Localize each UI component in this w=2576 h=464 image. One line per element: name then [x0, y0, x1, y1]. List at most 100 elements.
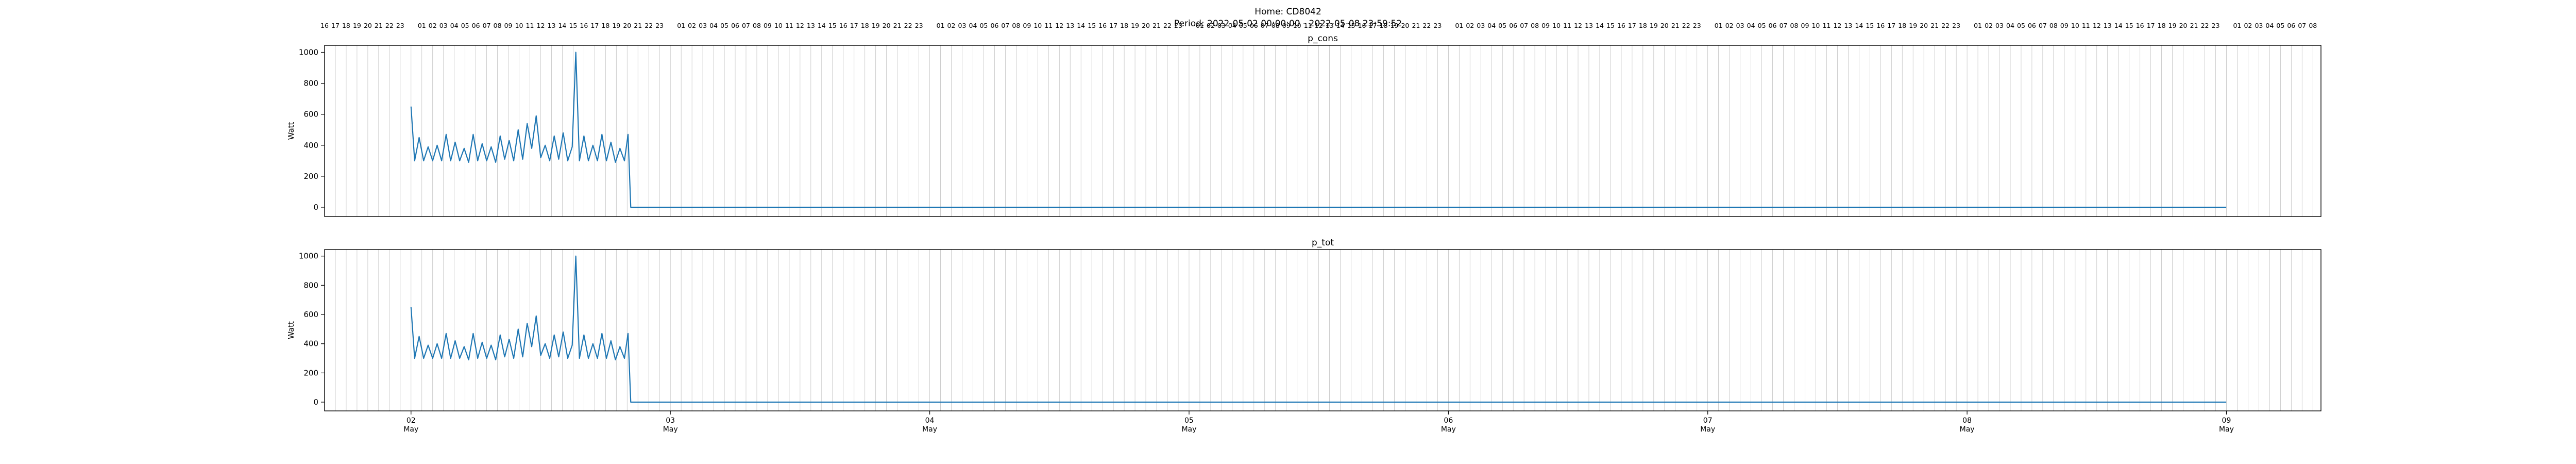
hour-tick-label: 18: [1639, 22, 1647, 29]
hour-tick-label: 03: [1217, 22, 1226, 29]
hour-tick-label: 01: [937, 22, 945, 29]
hour-tick-label: 08: [2049, 22, 2058, 29]
hour-tick-label: 19: [1909, 22, 1917, 29]
hour-tick-label: 10: [774, 22, 783, 29]
x-tick-day-label: 09: [2222, 417, 2231, 425]
hour-tick-label: 13: [2104, 22, 2112, 29]
p-cons-series-line: [410, 52, 2227, 208]
hour-tick-label: 03: [2255, 22, 2263, 29]
hour-tick-label: 22: [1422, 22, 1431, 29]
hour-tick-label: 09: [2060, 22, 2069, 29]
hour-tick-label: 02: [429, 22, 437, 29]
hour-tick-label: 06: [1509, 22, 1517, 29]
p-tot-chart-title: p_tot: [1312, 238, 1334, 248]
hour-tick-label: 02: [1207, 22, 1215, 29]
hour-tick-label: 07: [2039, 22, 2047, 29]
y-tick-label: 200: [303, 368, 318, 377]
hour-tick-label: 14: [818, 22, 826, 29]
hour-tick-label: 21: [2190, 22, 2198, 29]
hour-tick-label: 16: [2136, 22, 2144, 29]
hour-tick-label: 23: [655, 22, 664, 29]
hour-tick-label: 11: [1563, 22, 1571, 29]
hour-tick-label: 16: [320, 22, 329, 29]
hour-tick-label: 14: [2114, 22, 2123, 29]
hour-tick-label: 01: [1715, 22, 1723, 29]
hour-tick-label: 18: [342, 22, 350, 29]
hour-tick-label: 12: [537, 22, 545, 29]
hour-tick-label: 06: [2028, 22, 2036, 29]
hour-tick-label: 16: [1358, 22, 1366, 29]
hour-tick-label: 17: [1628, 22, 1636, 29]
hour-tick-label: 05: [461, 22, 469, 29]
hour-tick-label: 13: [1585, 22, 1593, 29]
hour-tick-label: 22: [385, 22, 394, 29]
x-tick-day-label: 03: [666, 417, 675, 425]
hour-tick-label: 04: [450, 22, 459, 29]
hour-tick-label: 19: [612, 22, 620, 29]
hour-tick-label: 20: [623, 22, 631, 29]
hour-tick-label: 15: [828, 22, 837, 29]
x-tick-day-label: 08: [1962, 417, 1972, 425]
y-tick-label: 200: [303, 172, 318, 181]
x-tick-day-label: 04: [925, 417, 935, 425]
hour-tick-label: 08: [1272, 22, 1280, 29]
hour-tick-label: 11: [785, 22, 793, 29]
hour-tick-label: 21: [1671, 22, 1680, 29]
p-cons-hour-gridlines: [324, 45, 2313, 217]
hour-tick-label: 01: [418, 22, 426, 29]
hour-tick-label: 05: [1239, 22, 1247, 29]
hour-tick-label: 06: [731, 22, 739, 29]
hour-tick-label: 12: [1055, 22, 1063, 29]
hour-tick-label: 23: [915, 22, 923, 29]
hour-tick-label: 19: [2168, 22, 2177, 29]
y-tick-label: 1000: [299, 252, 318, 261]
hour-tick-label: 14: [558, 22, 566, 29]
hour-tick-label: 19: [1131, 22, 1139, 29]
hour-tick-label: 22: [1941, 22, 1950, 29]
hour-tick-label: 13: [807, 22, 815, 29]
hour-tick-label: 18: [1120, 22, 1128, 29]
hour-tick-label: 22: [1682, 22, 1690, 29]
hour-tick-label: 14: [1596, 22, 1604, 29]
hour-tick-label: 20: [2179, 22, 2188, 29]
x-tick-month-label: May: [1181, 425, 1196, 434]
hour-tick-label: 01: [1974, 22, 1982, 29]
hour-tick-label: 23: [1174, 22, 1182, 29]
hour-tick-label: 13: [1326, 22, 1334, 29]
hour-tick-label: 10: [1811, 22, 1820, 29]
hour-tick-label: 05: [979, 22, 988, 29]
hour-tick-label: 07: [1261, 22, 1269, 29]
hour-tick-label: 15: [1088, 22, 1096, 29]
hour-tick-label: 09: [1282, 22, 1291, 29]
hour-tick-label: 07: [2298, 22, 2306, 29]
hour-tick-label: 08: [1012, 22, 1020, 29]
hour-tick-label: 23: [1693, 22, 1701, 29]
hour-tick-label: 03: [439, 22, 448, 29]
hour-tick-label: 08: [494, 22, 502, 29]
hour-tick-label: 22: [645, 22, 653, 29]
hour-tick-label: 15: [1347, 22, 1355, 29]
hour-tick-label: 04: [1747, 22, 1755, 29]
hour-tick-label: 20: [1142, 22, 1150, 29]
hour-tick-label: 13: [1844, 22, 1852, 29]
p-tot-y-axis: 0 200 400 600 800 1000: [299, 252, 325, 407]
hour-tick-label: 09: [1801, 22, 1809, 29]
hour-tick-label: 06: [1769, 22, 1777, 29]
x-tick-month-label: May: [663, 425, 678, 434]
hour-tick-label: 20: [364, 22, 372, 29]
hour-tick-label: 13: [1066, 22, 1074, 29]
hour-tick-label: 18: [1898, 22, 1906, 29]
hour-tick-label: 09: [764, 22, 772, 29]
hour-tick-label: 05: [1758, 22, 1766, 29]
hour-tick-label: 02: [947, 22, 956, 29]
p-cons-y-axis-label: Watt: [286, 122, 296, 140]
hour-tick-label: 15: [569, 22, 577, 29]
hour-tick-label: 14: [1855, 22, 1863, 29]
x-tick-month-label: May: [403, 425, 418, 434]
hour-tick-label: 20: [1920, 22, 1928, 29]
hour-tick-label: 12: [796, 22, 804, 29]
p-tot-hour-gridlines: [324, 250, 2313, 411]
hour-tick-label: 07: [1520, 22, 1528, 29]
